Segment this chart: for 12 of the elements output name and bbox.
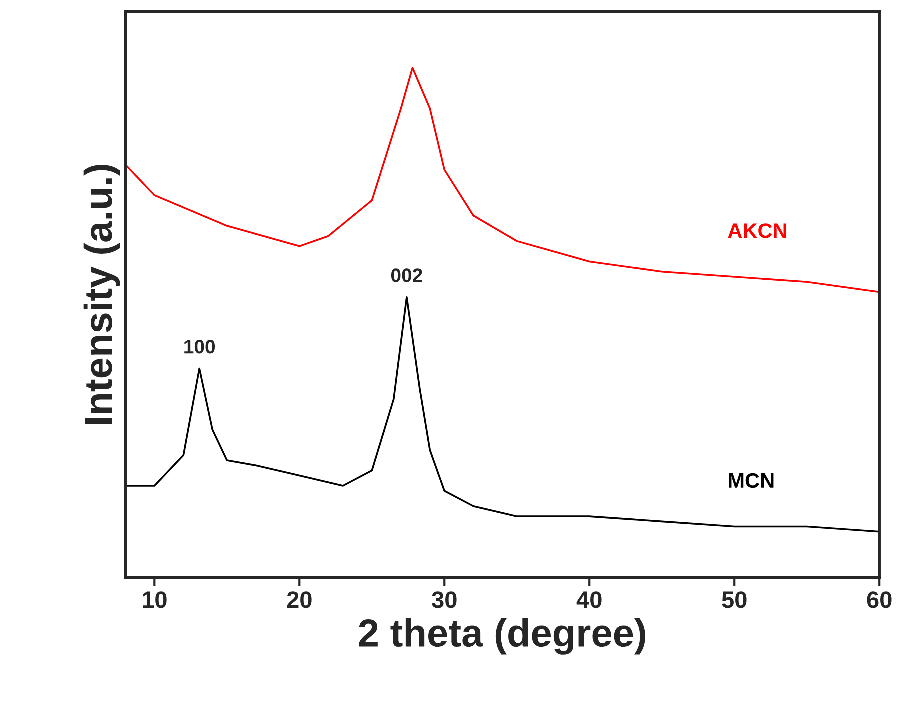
- annotation: 100: [184, 340, 216, 354]
- series-label: AKCN: [728, 224, 786, 238]
- x-tick-label: 30: [432, 592, 457, 608]
- y-axis-title: Intensity (a.u.): [84, 164, 120, 424]
- x-axis-title: 2 theta (degree): [359, 618, 646, 655]
- x-tick-label: 20: [287, 592, 312, 608]
- annotation: 002: [391, 268, 422, 282]
- series-label: MCN: [729, 473, 774, 488]
- x-tick-label: 10: [143, 592, 167, 608]
- x-tick-label: 60: [867, 592, 892, 608]
- x-tick-label: 40: [576, 592, 602, 608]
- x-tick-label: 50: [722, 592, 747, 608]
